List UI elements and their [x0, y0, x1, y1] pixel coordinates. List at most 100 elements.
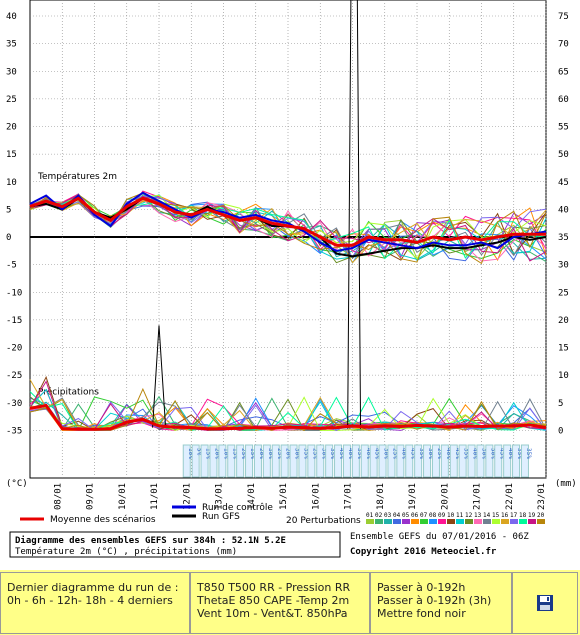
footer-bar: Dernier diagramme du run de : 0h - 6h - …: [0, 570, 580, 635]
precip-section-label: Précipitations: [38, 386, 99, 397]
precip-prob-box: [449, 444, 458, 478]
control-temp-line: [29, 191, 547, 252]
precip-prob-box: [191, 444, 200, 478]
precip-prob-label: 25%: [240, 448, 247, 459]
perturb-number: 16: [501, 512, 509, 519]
right-tick-label: 65: [558, 67, 569, 77]
date-tick-label: 08/01: [53, 483, 63, 510]
precip-prob-box: [414, 444, 423, 478]
chart-area: 40 75 35 70 30 65 25 60 20 55 15 50 10 45 5 40 0 35 -5 30 -1…: [6, 0, 577, 558]
precip-prob-label: 35%: [356, 448, 363, 459]
precip-prob-box: [200, 444, 209, 478]
date-tick-label: 11/01: [150, 483, 160, 510]
precip-prob-box: [280, 444, 289, 478]
left-tick-label: -30: [6, 399, 22, 409]
gfs-precip-spike: [347, 0, 362, 429]
date-tick-label: 10/01: [118, 483, 128, 510]
precip-prob-label: 40%: [507, 448, 514, 459]
right-tick-label: 55: [558, 123, 569, 133]
perturb-swatch: [465, 519, 473, 524]
precip-prob-box: [245, 444, 254, 478]
footer-option-dark[interactable]: Mettre fond noir: [377, 607, 466, 620]
copyright-text: Copyright 2016 Meteociel.fr: [350, 546, 497, 557]
precip-prob-label: 15%: [231, 448, 238, 459]
perturb-number: 01: [366, 512, 374, 519]
precip-prob-box: [218, 444, 227, 478]
perturb-swatch: [474, 519, 482, 524]
perturb-number: 17: [510, 512, 518, 519]
save-button[interactable]: [512, 572, 578, 634]
footer-run-links[interactable]: Dernier diagramme du run de : 0h - 6h - …: [0, 572, 190, 634]
perturb-number: 08: [429, 512, 437, 519]
date-tick-label: 09/01: [86, 483, 96, 510]
footer-map-links[interactable]: T850 T500 RR - Pression RR ThetaE 850 CA…: [190, 572, 370, 634]
perturb-swatch: [366, 519, 374, 524]
legend-gfs-label: Run GFS: [202, 512, 240, 522]
precip-prob-label: 10%: [222, 448, 229, 459]
precip-prob-box: [325, 444, 334, 478]
legend-perturb-label: 20 Perturbations: [286, 516, 361, 526]
precip-prob-box: [334, 444, 343, 478]
precip-prob-box: [316, 444, 325, 478]
right-tick-label: 35: [558, 233, 569, 243]
footer-map-line1[interactable]: T850 T500 RR - Pression RR: [197, 581, 351, 594]
footer-map-line3[interactable]: Vent 10m - Vent&T. 850hPa: [197, 607, 348, 620]
right-tick-label: 0: [558, 426, 563, 436]
footer-options[interactable]: Passer à 0-192h Passer à 0-192h (3h) Met…: [370, 572, 512, 634]
precip-prob-label: 30%: [294, 448, 301, 459]
precip-spike-line: [152, 325, 166, 428]
footer-map-line2[interactable]: ThetaE 850 CAPE -Temp 2m: [197, 594, 350, 607]
footer-option-192h-3h[interactable]: Passer à 0-192h (3h): [377, 594, 492, 607]
precip-prob-box: [503, 444, 512, 478]
precip-prob-box: [467, 444, 476, 478]
perturb-number: 18: [519, 512, 527, 519]
perturb-number: 11: [456, 512, 464, 519]
precip-prob-label: 40%: [445, 448, 452, 459]
right-tick-label: 70: [558, 40, 569, 50]
right-tick-label: 15: [558, 344, 569, 354]
precip-prob-label: 35%: [302, 448, 309, 459]
left-tick-label: 20: [6, 123, 17, 133]
perturb-number: 03: [384, 512, 392, 519]
precip-prob-label: 30%: [427, 448, 434, 459]
date-tick-label: 23/01: [537, 483, 547, 510]
left-tick-label: 30: [6, 67, 17, 77]
precip-prob-box: [253, 444, 262, 478]
perturb-swatch: [438, 519, 446, 524]
perturb-swatch: [483, 519, 491, 524]
right-tick-label: 50: [558, 150, 569, 160]
precip-prob-box: [360, 444, 369, 478]
temp-section-label: Températures 2m: [37, 171, 117, 182]
precip-prob-box: [396, 444, 405, 478]
right-tick-label: 5: [558, 399, 563, 409]
precip-prob-label: 20%: [285, 448, 292, 459]
left-tick-label: -35: [6, 426, 22, 436]
left-tick-label: 5: [6, 205, 11, 215]
right-tick-label: 10: [558, 371, 569, 381]
right-tick-label: 75: [558, 12, 569, 22]
perturb-swatch: [510, 519, 518, 524]
precip-prob-box: [520, 444, 529, 478]
precip-prob-label: 30%: [320, 448, 327, 459]
precip-prob-label: 40%: [400, 448, 407, 459]
perturb-swatch: [456, 519, 464, 524]
run-info: Ensemble GEFS du 07/01/2016 - 06Z: [350, 532, 529, 542]
left-axis-unit: (°C): [6, 479, 28, 489]
precip-prob-label: 10%: [187, 448, 194, 459]
footer-run-line2[interactable]: 0h - 6h - 12h- 18h - 4 derniers: [7, 594, 173, 607]
perturb-number: 06: [411, 512, 419, 519]
precip-prob-label: 45%: [374, 448, 381, 459]
precip-prob-label: 40%: [472, 448, 479, 459]
precip-prob-label: 25%: [311, 448, 318, 459]
precip-prob-box: [485, 444, 494, 478]
floppy-disk-icon[interactable]: [536, 594, 554, 612]
legend-mean-label: Moyenne des scénarios: [50, 514, 156, 525]
date-tick-label: 20/01: [440, 483, 450, 510]
precip-prob-label: 30%: [480, 448, 487, 459]
precip-prob-box: [458, 444, 467, 478]
date-tick-label: 14/01: [247, 483, 257, 510]
precip-prob-label: 50%: [489, 448, 496, 459]
perturb-swatch: [420, 519, 428, 524]
footer-option-192h[interactable]: Passer à 0-192h: [377, 581, 466, 594]
perturb-number: 05: [402, 512, 410, 519]
